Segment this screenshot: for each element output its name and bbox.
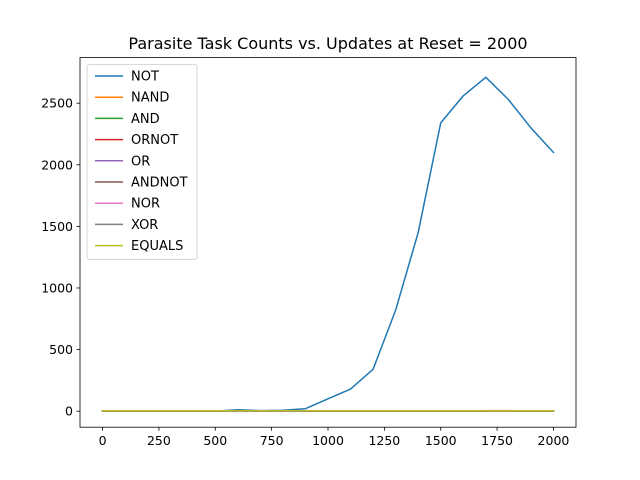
x-tick-label: 2000: [538, 433, 570, 448]
x-tick-label: 1500: [425, 433, 457, 448]
legend-label-not: NOT: [131, 70, 159, 85]
series-layer: [101, 76, 555, 412]
x-tick-label: 1750: [481, 433, 513, 448]
y-tick-label: 2000: [41, 157, 73, 172]
legend: NOT NAND AND ORNOT OR ANDNOT NOR XOR EQUALS: [86, 64, 198, 260]
legend-label-ornot: ORNOT: [131, 133, 178, 148]
legend-label-or: OR: [131, 154, 150, 169]
y-tick-label: 0: [65, 404, 73, 419]
x-tick-label: 1250: [368, 433, 400, 448]
legend-label-equals: EQUALS: [131, 239, 183, 254]
x-axis: 0 250 500 750 1000 1250 1500 1750 2000: [99, 427, 570, 448]
legend-box: [86, 64, 198, 260]
y-tick-label: 1000: [41, 280, 73, 295]
y-tick-label: 1500: [41, 219, 73, 234]
x-tick-label: 750: [260, 433, 284, 448]
legend-label-nand: NAND: [131, 91, 169, 106]
y-tick-label: 2500: [41, 96, 73, 111]
x-tick-label: 0: [99, 433, 107, 448]
legend-label-andnot: ANDNOT: [131, 176, 188, 191]
chart-title: Parasite Task Counts vs. Updates at Rese…: [128, 34, 527, 53]
legend-label-nor: NOR: [131, 197, 160, 212]
x-tick-label: 250: [147, 433, 171, 448]
y-tick-label: 500: [49, 342, 73, 357]
legend-label-xor: XOR: [131, 218, 158, 233]
x-tick-label: 500: [203, 433, 227, 448]
legend-label-and: AND: [131, 112, 160, 127]
y-axis: 0 500 1000 1500 2000 2500: [41, 96, 80, 419]
x-tick-label: 1000: [312, 433, 344, 448]
